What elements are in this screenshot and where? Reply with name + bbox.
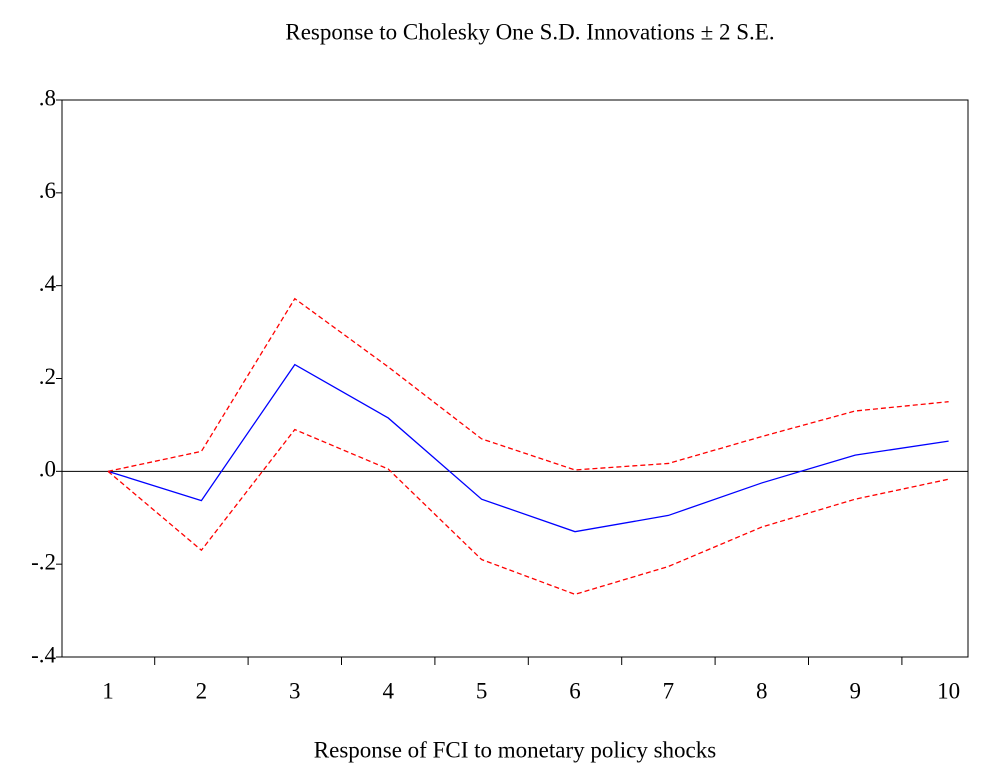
x-tick-label: 3 xyxy=(289,678,301,703)
x-tick-label: 8 xyxy=(756,678,768,703)
series-line xyxy=(107,428,949,596)
x-tick-label: 1 xyxy=(102,678,114,703)
x-tick-label: 10 xyxy=(937,678,960,703)
y-tick-label: .6 xyxy=(39,178,56,203)
y-tick-label: -.4 xyxy=(31,642,56,667)
y-tick-label: .8 xyxy=(39,85,56,110)
y-tick-label: .0 xyxy=(39,457,56,482)
x-tick-label: 4 xyxy=(382,678,394,703)
series-line xyxy=(107,363,949,533)
y-tick-label: -.2 xyxy=(31,549,56,574)
y-tick-label: .4 xyxy=(39,271,57,296)
series-line xyxy=(107,297,949,472)
x-tick-label: 7 xyxy=(663,678,675,703)
x-tick-label: 6 xyxy=(569,678,581,703)
x-tick-label: 9 xyxy=(849,678,861,703)
y-tick-label: .2 xyxy=(39,364,56,389)
x-tick-label: 5 xyxy=(476,678,488,703)
x-axis-label: Response of FCI to monetary policy shock… xyxy=(314,737,717,762)
chart-title: Response to Cholesky One S.D. Innovation… xyxy=(285,19,774,44)
x-tick-label: 2 xyxy=(196,678,208,703)
plot-frame xyxy=(61,99,969,658)
